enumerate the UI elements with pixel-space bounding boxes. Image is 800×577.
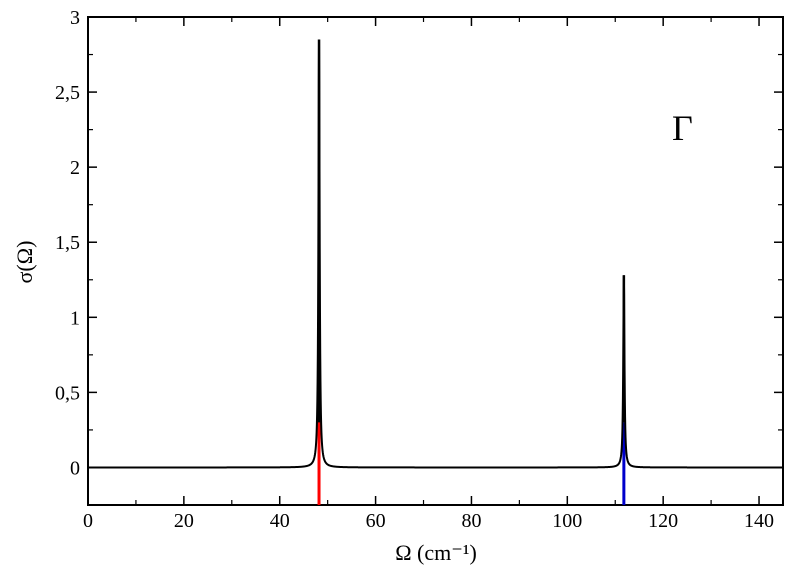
x-tick-label: 140 — [744, 510, 774, 532]
y-tick-label: 1,5 — [55, 232, 80, 254]
plot-frame — [87, 16, 784, 506]
x-tick-label: 60 — [366, 510, 386, 532]
y-tick-label: 0 — [70, 457, 80, 479]
y-tick-label: 2 — [70, 157, 80, 179]
y-tick-label: 3 — [70, 7, 80, 29]
spectrum-line — [88, 39, 783, 469]
x-tick-label: 100 — [552, 510, 582, 532]
y-tick-label: 2,5 — [55, 82, 80, 104]
x-tick-label: 80 — [461, 510, 481, 532]
axis-ticks — [87, 16, 783, 505]
x-tick-label: 40 — [270, 510, 290, 532]
annotation-gamma: Γ — [672, 108, 693, 148]
y-tick-label: 1 — [70, 307, 80, 329]
series-layer — [88, 39, 783, 505]
plot-border — [87, 16, 784, 506]
x-tick-label: 0 — [83, 510, 93, 532]
tick-labels: 0 20 40 60 80 100 120 140 0 0,5 1 1,5 2 2,5 3 — [55, 7, 774, 532]
y-tick-label: 0,5 — [55, 382, 80, 404]
x-tick-label: 120 — [648, 510, 678, 532]
y-axis-title: σ(Ω) — [12, 241, 37, 284]
x-tick-label: 20 — [174, 510, 194, 532]
x-axis-title: Ω (cm⁻¹) — [395, 540, 477, 565]
